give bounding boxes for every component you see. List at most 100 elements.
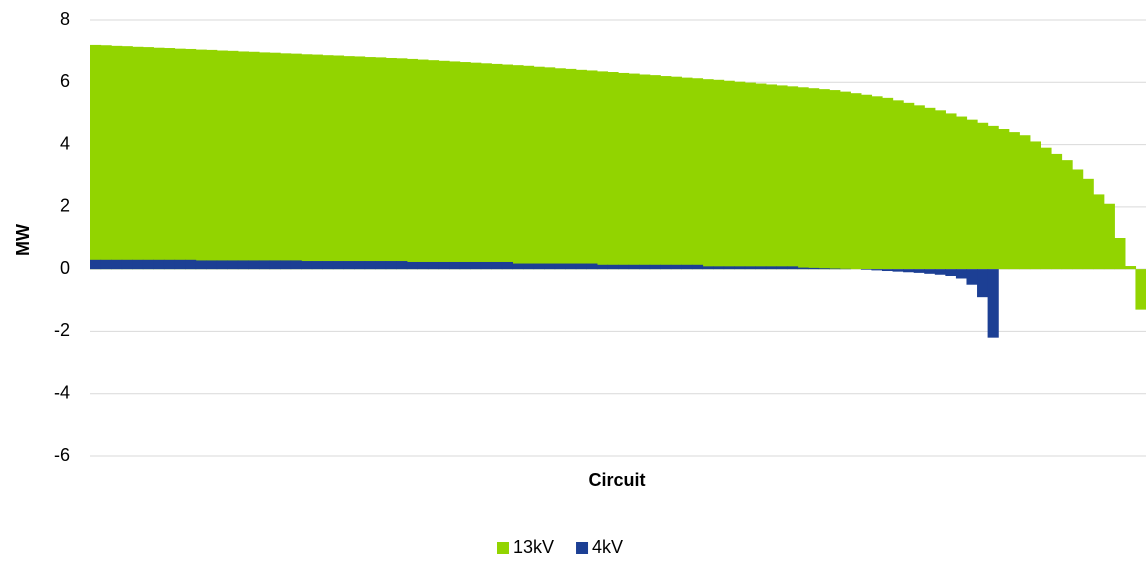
- bar: [111, 259, 123, 270]
- y-tick-label: 0: [60, 258, 70, 278]
- bar: [797, 87, 809, 270]
- bar: [670, 264, 682, 270]
- bar: [174, 48, 186, 270]
- bar: [797, 267, 809, 270]
- bar: [343, 56, 355, 270]
- bar: [427, 60, 440, 270]
- bar: [459, 261, 471, 270]
- bar: [691, 78, 704, 270]
- bar: [776, 266, 788, 270]
- bar: [427, 261, 440, 270]
- bar: [786, 86, 799, 270]
- bar: [776, 85, 788, 270]
- bar: [533, 263, 545, 270]
- bar: [438, 261, 450, 270]
- bar: [955, 269, 968, 279]
- bar: [449, 61, 461, 270]
- y-tick-label: -4: [54, 382, 70, 402]
- bar: [1103, 203, 1115, 270]
- bar: [322, 55, 334, 270]
- bar: [1135, 269, 1146, 310]
- bar: [1061, 160, 1073, 270]
- y-axis-title: MW: [13, 224, 33, 256]
- bar: [491, 63, 503, 270]
- bar: [491, 261, 503, 270]
- bar: [924, 269, 936, 274]
- bar: [882, 269, 894, 272]
- bar: [195, 260, 207, 270]
- bar: [596, 264, 609, 270]
- bar: [565, 68, 577, 270]
- bar: [132, 46, 144, 270]
- bar: [1072, 169, 1084, 270]
- bar: [364, 261, 376, 270]
- bar: [1082, 178, 1094, 270]
- bar: [618, 264, 630, 270]
- bar: [174, 259, 186, 270]
- bar: [258, 52, 271, 270]
- bar: [628, 264, 640, 270]
- bar: [111, 45, 123, 270]
- bar: [206, 260, 218, 270]
- bar: [459, 62, 471, 270]
- bar: [153, 259, 165, 270]
- bar: [364, 57, 376, 270]
- bar: [808, 267, 820, 270]
- bar: [185, 259, 197, 270]
- bar: [470, 261, 482, 270]
- bar: [1019, 135, 1031, 270]
- bar: [375, 261, 387, 270]
- bar: [121, 46, 133, 270]
- bar: [639, 74, 651, 270]
- bar: [290, 53, 302, 270]
- bar: [913, 269, 925, 273]
- bar: [829, 90, 841, 270]
- y-tick-label: 2: [60, 196, 70, 216]
- bar: [332, 261, 345, 270]
- bar: [501, 261, 513, 270]
- bar: [723, 266, 735, 270]
- bar: [480, 261, 492, 270]
- bar: [375, 57, 387, 270]
- bar: [765, 84, 777, 270]
- bar: [385, 57, 397, 270]
- bar: [660, 264, 672, 270]
- bar: [945, 269, 957, 276]
- bar: [227, 50, 239, 270]
- bar: [1114, 238, 1126, 270]
- bar: [332, 55, 345, 270]
- bar: [417, 59, 429, 270]
- bar: [639, 264, 651, 270]
- bar: [1029, 141, 1041, 270]
- bar: [882, 97, 894, 270]
- bar: [438, 60, 450, 270]
- bar: [934, 269, 946, 275]
- bar: [860, 94, 873, 270]
- bar: [501, 64, 513, 270]
- bar: [966, 269, 978, 285]
- y-tick-label: 8: [60, 9, 70, 29]
- bar: [934, 110, 946, 270]
- bar: [892, 269, 904, 272]
- bar: [142, 259, 154, 270]
- bar: [818, 268, 830, 270]
- bar: [586, 70, 598, 270]
- bar: [1124, 266, 1137, 270]
- bar: [533, 66, 545, 270]
- bar: [90, 44, 102, 270]
- bar: [343, 261, 355, 270]
- bar: [301, 261, 313, 270]
- bar: [818, 89, 830, 270]
- y-tick-label: 4: [60, 133, 70, 153]
- bar: [628, 73, 640, 270]
- bar: [702, 79, 714, 270]
- bar: [216, 50, 228, 270]
- bar: [132, 259, 144, 270]
- bar: [1093, 194, 1105, 270]
- bar: [744, 266, 756, 270]
- bar: [269, 52, 281, 270]
- bar: [734, 266, 746, 270]
- bar: [903, 269, 915, 273]
- bar: [586, 263, 598, 270]
